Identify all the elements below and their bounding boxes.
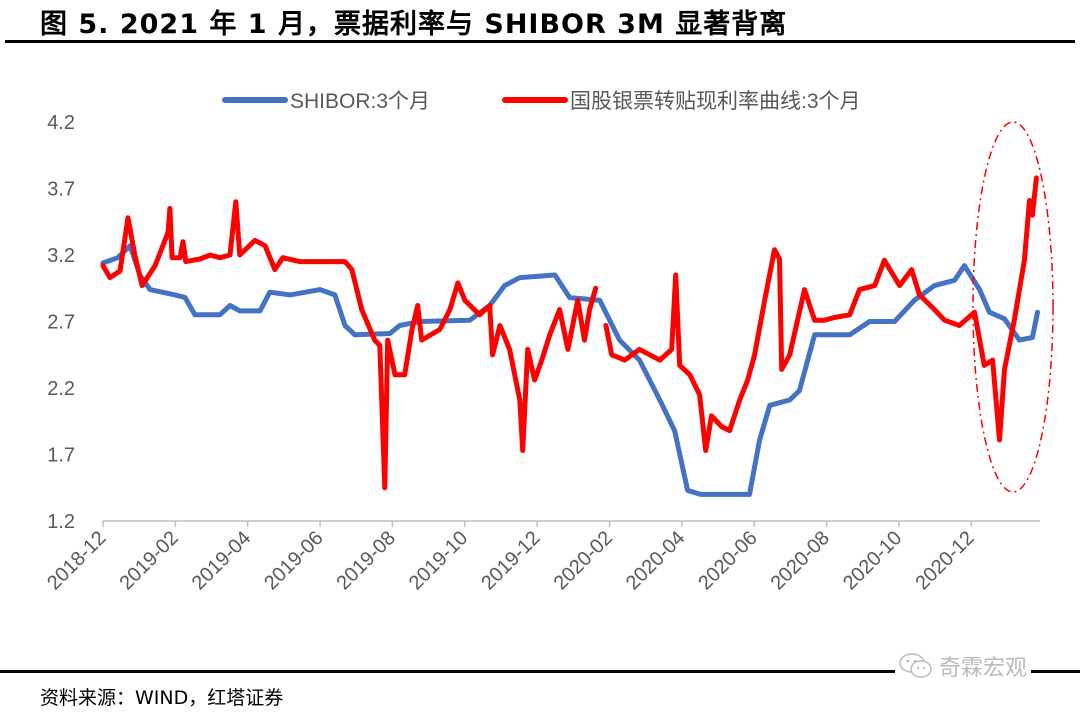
- x-tick-label: 2019-06: [260, 527, 327, 594]
- y-tick-label: 1.7: [47, 445, 75, 467]
- highlight-ellipse: [972, 121, 1054, 493]
- y-tick-label: 1.2: [47, 511, 75, 533]
- legend: SHIBOR:3个月 国股银票转贴现利率曲线:3个月: [222, 90, 861, 113]
- x-tick-label: 2020-12: [911, 527, 978, 594]
- x-tick-label: 2019-10: [405, 527, 472, 594]
- x-tick-label: 2019-08: [332, 527, 399, 594]
- legend-label-shibor: SHIBOR:3个月: [290, 90, 430, 113]
- x-tick-label: 2020-02: [550, 527, 617, 594]
- wechat-icon: [899, 653, 932, 678]
- series-line-bill-rate: [100, 175, 1039, 491]
- footer-divider: [0, 670, 1080, 673]
- legend-label-bill: 国股银票转贴现利率曲线:3个月: [570, 90, 861, 113]
- watermark: 奇霖宏观: [895, 650, 1032, 682]
- x-tick-label: 2019-02: [115, 527, 182, 594]
- x-tick-label: 2020-08: [767, 527, 834, 594]
- source-note: 资料来源：WIND，红塔证券: [40, 687, 284, 709]
- x-tick-label: 2019-04: [188, 527, 255, 594]
- y-tick-label: 3.7: [47, 179, 75, 201]
- x-tick-label: 2018-12: [43, 527, 110, 594]
- x-tick-label: 2020-04: [622, 527, 689, 594]
- x-tick-label: 2020-10: [839, 527, 906, 594]
- y-tick-label: 2.2: [47, 378, 75, 400]
- figure-title: 图 5. 2021 年 1 月，票据利率与 SHIBOR 3M 显著背离: [40, 9, 788, 40]
- y-tick-label: 2.7: [47, 312, 75, 334]
- title-divider: [5, 40, 1075, 43]
- x-tick-label: 2019-12: [477, 527, 544, 594]
- watermark-text: 奇霖宏观: [939, 656, 1028, 681]
- x-tick-label: 2020-06: [694, 527, 761, 594]
- y-tick-label: 4.2: [47, 112, 75, 134]
- y-tick-label: 3.2: [47, 245, 75, 267]
